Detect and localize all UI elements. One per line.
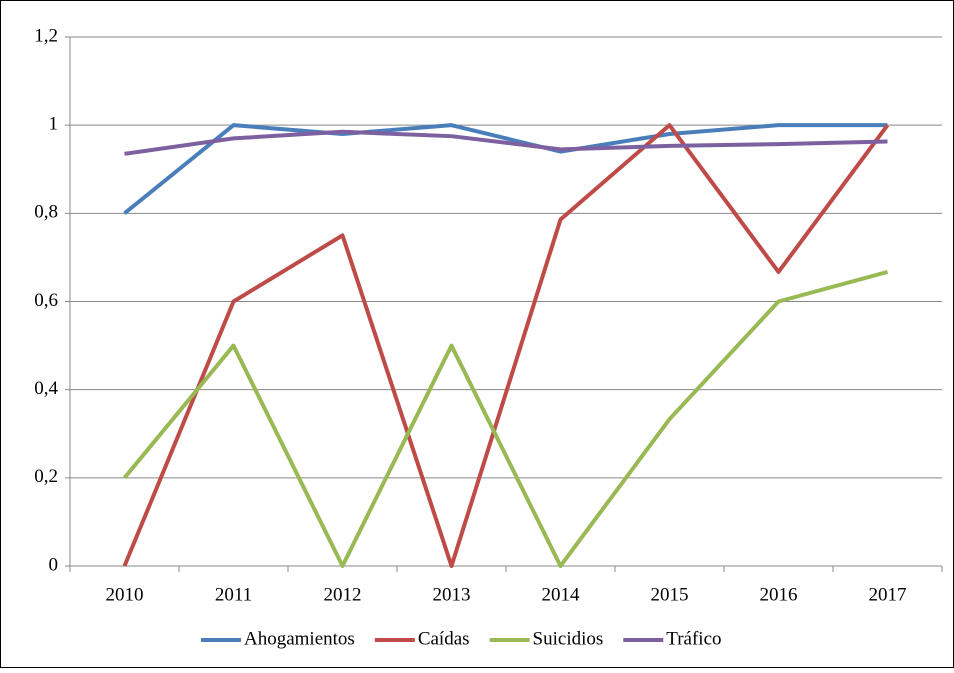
- x-tick-label: 2010: [106, 584, 144, 605]
- series-line: [124, 129, 888, 156]
- legend-label: Suicidios: [533, 628, 604, 649]
- x-tick-label: 2012: [324, 584, 362, 605]
- x-tick-label: 2014: [542, 584, 581, 605]
- series-line: [122, 123, 890, 568]
- y-tick-label: 0: [49, 554, 59, 575]
- y-tick-label: 1: [49, 114, 59, 135]
- series-line: [123, 123, 888, 215]
- legend-label: Caídas: [418, 628, 470, 649]
- legend-label: Tráfico: [666, 628, 721, 649]
- x-tick-label: 2017: [869, 584, 907, 605]
- y-tick-label: 1,2: [34, 25, 58, 46]
- y-tick-label: 0,4: [34, 378, 58, 399]
- legend-label: Ahogamientos: [244, 628, 355, 649]
- y-tick-label: 0,8: [34, 202, 58, 223]
- y-tick-label: 0,2: [34, 466, 58, 487]
- series-line: [122, 270, 889, 568]
- x-tick-label: 2013: [433, 584, 471, 605]
- x-tick-label: 2015: [651, 584, 689, 605]
- x-tick-label: 2011: [215, 584, 252, 605]
- x-tick-label: 2016: [760, 584, 798, 605]
- y-tick-label: 0,6: [34, 290, 58, 311]
